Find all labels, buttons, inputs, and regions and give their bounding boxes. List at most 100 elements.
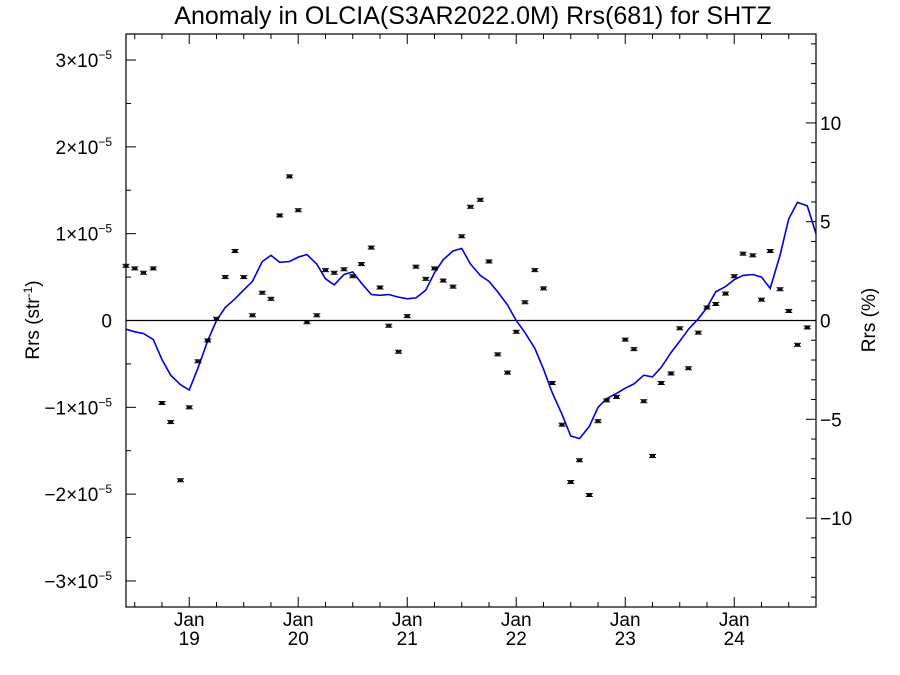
data-point [204,338,212,343]
data-point [603,398,611,403]
y-axis-label: Rrs (str-1) [21,280,44,359]
data-point-marker [150,267,156,270]
y2-axis-label: Rrs (%) [859,288,880,352]
data-point-marker [331,271,337,274]
data-point [785,308,793,313]
data-point-marker [249,314,255,317]
data-point-marker [467,205,473,208]
data-point-marker [213,317,219,320]
x-tick-label-month: Jan [283,610,314,631]
x-tick-label-year: 21 [397,629,418,650]
data-point-marker [386,324,392,327]
data-point-marker [549,382,555,385]
data-point [466,204,474,209]
data-point [630,347,638,352]
data-point-marker [404,315,410,318]
data-point-marker [450,285,456,288]
data-point [240,275,248,280]
series-points [122,174,811,498]
data-point-marker [205,339,211,342]
data-point [221,275,229,280]
data-point [575,458,583,463]
data-point-marker [459,235,465,238]
data-point-marker [268,297,274,300]
data-point-marker [232,250,238,253]
y-tick-label: −1×10−5 [44,395,112,419]
data-point [512,329,520,334]
data-point-marker [786,309,792,312]
y-tick-label: 0 [101,312,112,333]
data-point [122,263,130,268]
data-point [131,266,139,271]
y2-tick-label: −5 [820,410,842,431]
data-point [167,420,175,425]
data-point-marker [132,267,138,270]
data-point [776,287,784,292]
y2-tick-label: −10 [820,509,852,530]
data-point-marker [595,420,601,423]
data-point-marker [423,277,429,280]
data-point-marker [731,275,737,278]
data-point [294,208,302,213]
data-point [321,268,329,273]
data-point [313,313,321,318]
data-point-marker [431,267,437,270]
series-line [125,201,817,440]
data-point-marker [513,330,519,333]
data-point [722,291,730,296]
data-point [231,249,239,254]
data-point-marker [368,246,374,249]
data-point [149,266,157,271]
data-point [212,316,220,321]
data-point [385,323,393,328]
data-point [177,478,185,483]
data-point [548,381,556,386]
data-point [613,394,621,399]
x-tick-label-year: 23 [615,629,636,650]
data-point-marker [440,279,446,282]
y2-tick-label: 0 [820,312,831,333]
data-point [194,359,202,364]
data-point [485,259,493,264]
y-tick-label: 1×10−5 [56,222,113,246]
data-point-marker [159,401,165,404]
data-point-marker [668,372,674,375]
data-point-marker [576,459,582,462]
data-point [621,337,629,342]
data-point-marker [649,454,655,457]
data-point [749,253,757,258]
data-point [303,320,311,325]
data-point-marker [522,301,528,304]
data-point [521,300,529,305]
chart-title: Anomaly in OLCIA(S3AR2022.0M) Rrs(681) f… [174,2,771,30]
data-point [430,266,438,271]
data-point-marker [314,314,320,317]
data-point-marker [767,250,773,253]
data-point-marker [794,343,800,346]
data-point [158,400,166,405]
data-point [403,314,411,319]
data-point-marker [568,480,574,483]
data-point [330,270,338,275]
data-point-marker [723,292,729,295]
data-point-marker [505,371,511,374]
data-point-marker [495,353,501,356]
data-point [730,274,738,279]
data-point [640,399,648,404]
data-point-marker [713,303,719,306]
data-point [667,371,675,376]
data-point-marker [222,276,228,279]
x-tick-label-month: Jan [719,610,750,631]
data-point [766,249,774,254]
x-tick-label-month: Jan [392,610,423,631]
y2-tick-label: 10 [820,114,841,135]
data-point-marker [178,479,184,482]
y-tick-label: 2×10−5 [56,135,113,159]
data-point-marker [377,286,383,289]
x-tick-label-year: 24 [724,629,746,650]
data-point-marker [750,254,756,257]
data-point-marker [704,306,710,309]
data-point [349,274,357,279]
data-point [458,234,466,239]
